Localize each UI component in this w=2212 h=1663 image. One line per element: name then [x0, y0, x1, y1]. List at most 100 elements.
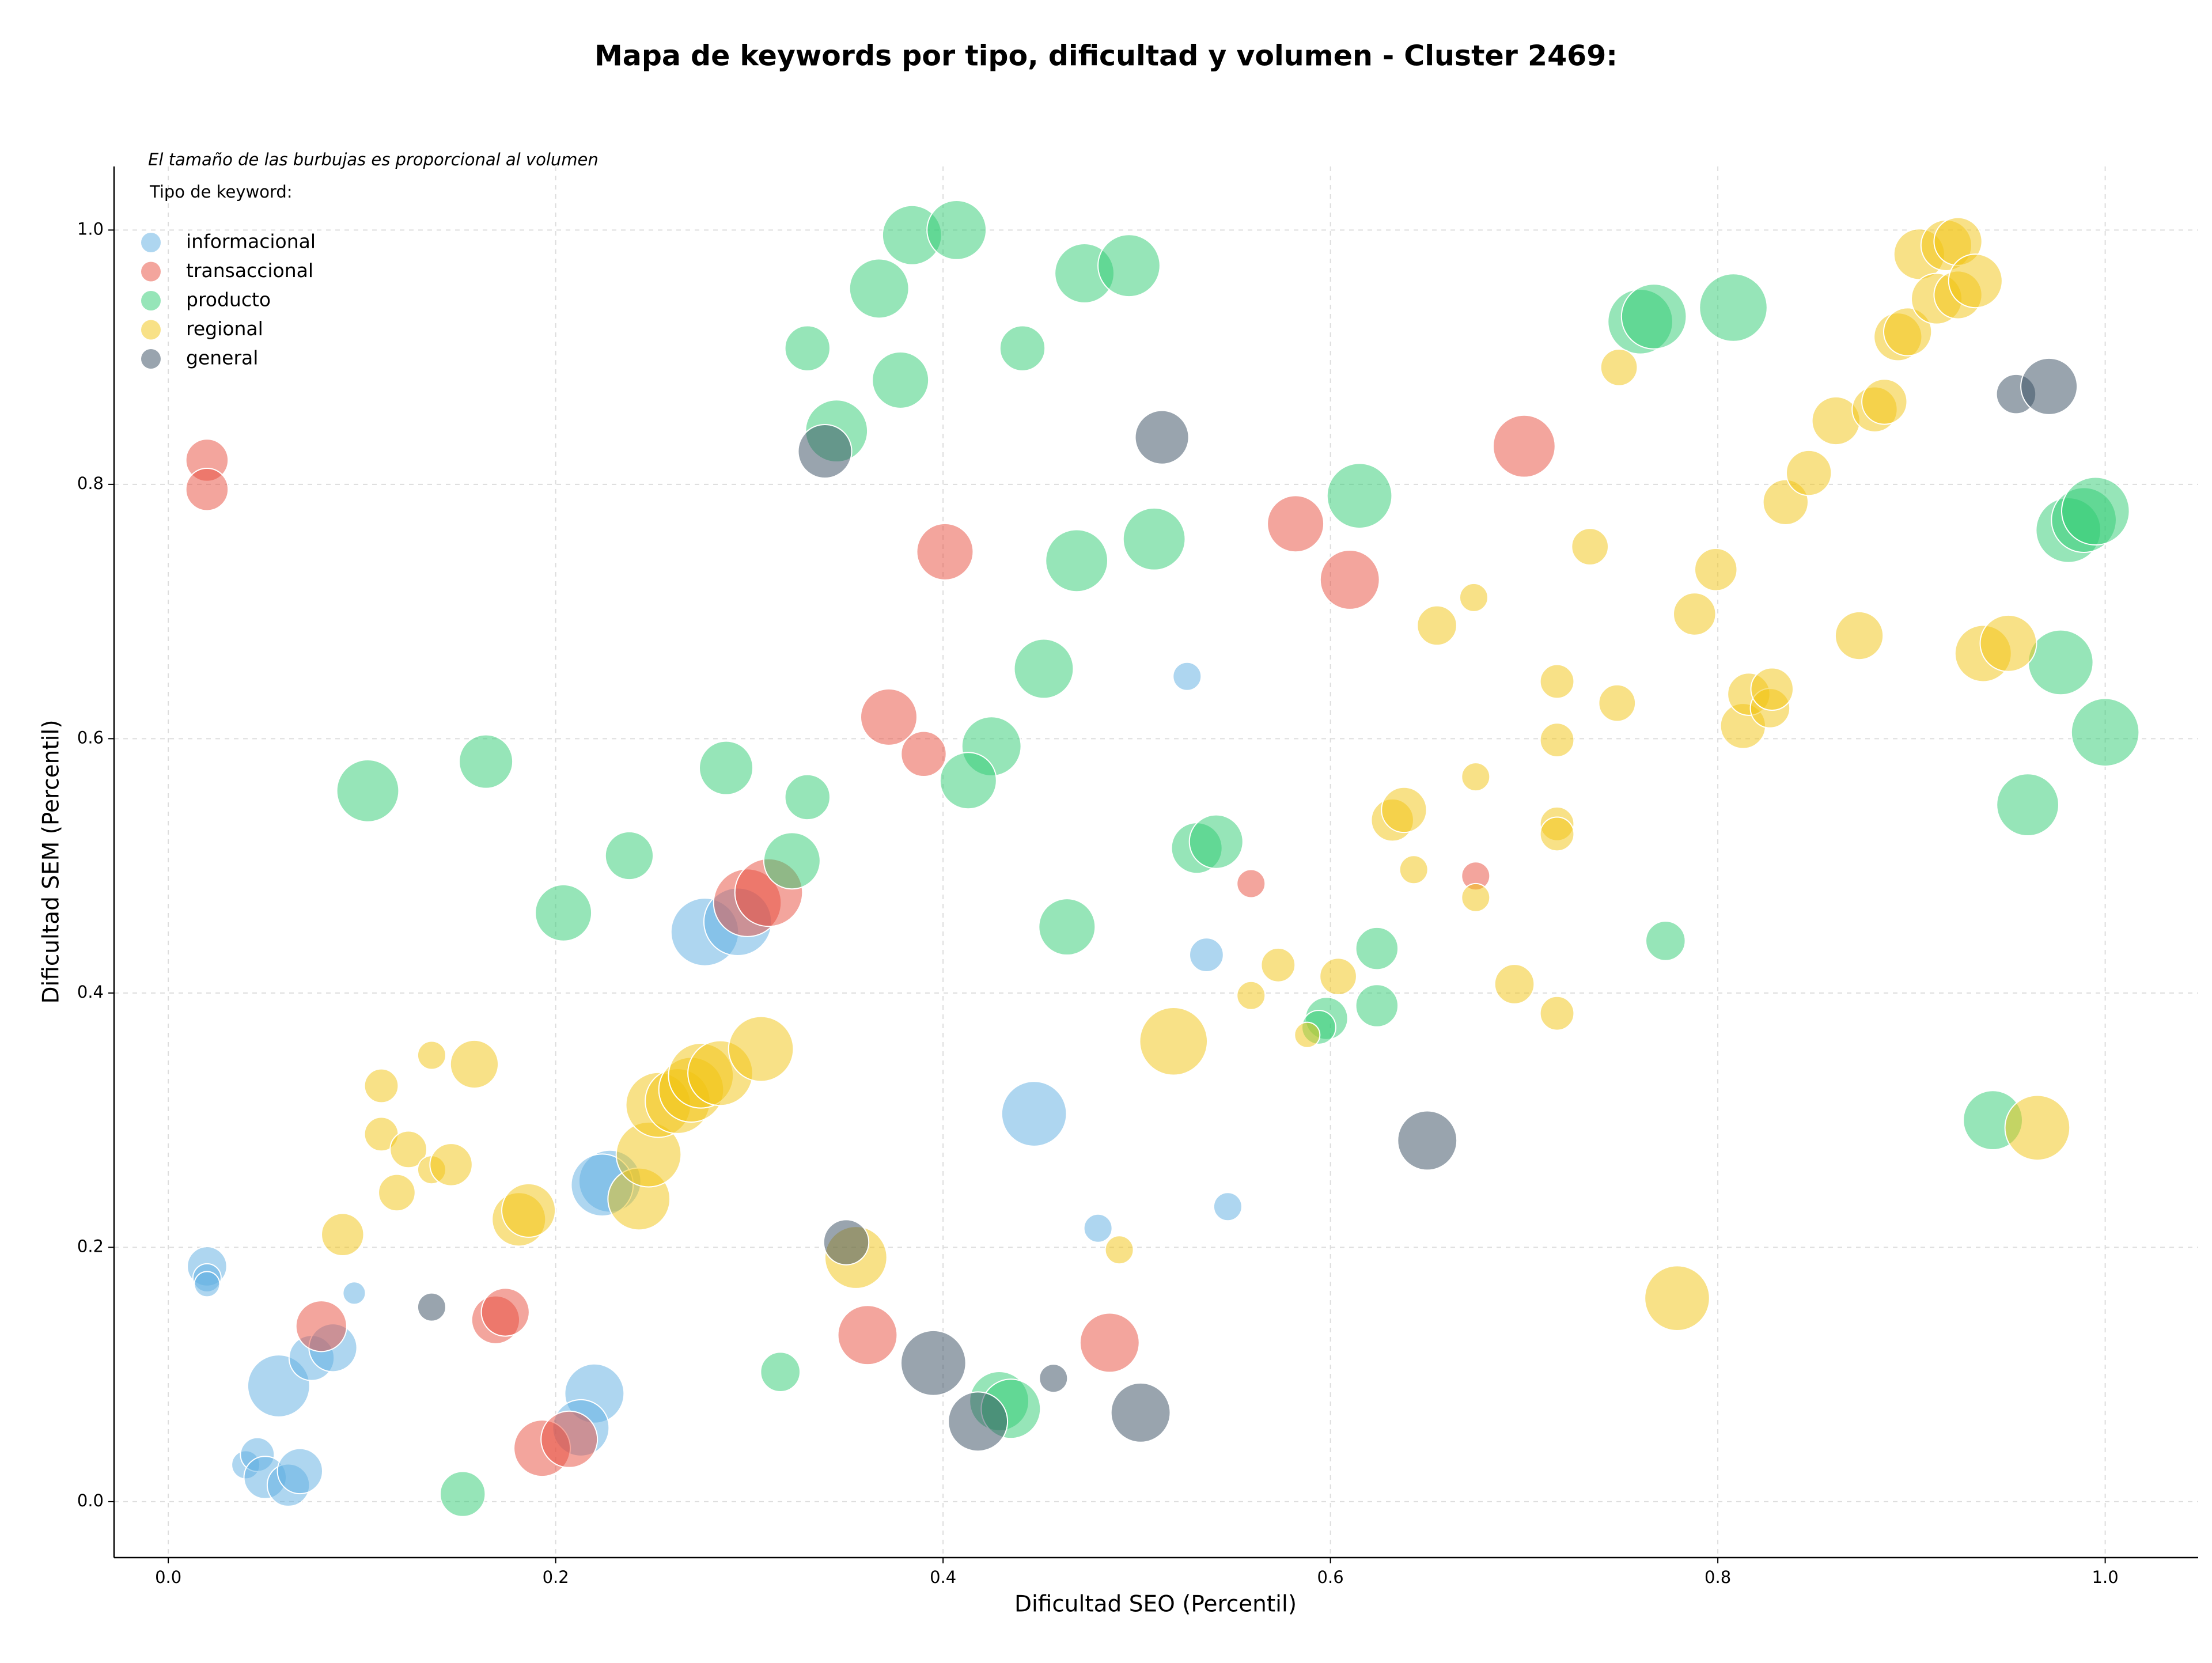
bubble	[1189, 937, 1224, 973]
bubble	[1416, 605, 1457, 646]
bubble	[1600, 348, 1638, 387]
grid: 0.0 0.2 0.4 0.6 0.8 1.0 0.0 0.2 0.4 0.6 0.8 1.0	[77, 166, 2198, 1587]
bubble	[1355, 984, 1399, 1028]
bubble	[1699, 273, 1768, 342]
bubble	[449, 1039, 499, 1089]
bubble	[1319, 550, 1380, 610]
bubble	[440, 1471, 486, 1517]
bubble	[1492, 414, 1556, 478]
legend-label: producto	[186, 289, 271, 311]
x-tick-label: 1.0	[2092, 1567, 2119, 1587]
bubble	[797, 423, 853, 479]
x-tick-label: 0.6	[1317, 1567, 1344, 1587]
bubble	[1319, 957, 1357, 996]
bubble	[389, 1130, 427, 1169]
bubble	[1644, 1265, 1710, 1331]
bubble	[321, 1213, 365, 1257]
bubble	[276, 1448, 323, 1495]
bubble	[900, 1329, 967, 1396]
legend-marker	[141, 262, 161, 282]
bubble	[2020, 357, 2078, 415]
bubble	[1045, 529, 1109, 593]
y-tick-label: 0.6	[77, 728, 104, 747]
bubbles	[185, 199, 2140, 1517]
bubble	[1494, 964, 1535, 1005]
legend-label: general	[186, 347, 258, 369]
bubble	[1459, 582, 1488, 612]
bubble	[2061, 476, 2130, 546]
chart-title: Mapa de keywords por tipo, dificultad y …	[594, 40, 1618, 73]
bubble	[416, 1292, 446, 1322]
bubble	[1039, 1363, 1069, 1393]
bubble	[900, 730, 947, 778]
bubble	[1213, 1192, 1243, 1222]
bubble	[948, 1391, 1009, 1452]
bubble	[763, 832, 821, 890]
legend: informacional transaccional producto region…	[141, 230, 316, 369]
legend-label: transaccional	[186, 259, 313, 282]
bubble	[604, 831, 654, 881]
bubble	[342, 1281, 366, 1305]
bubble	[1038, 898, 1096, 956]
bubble	[1979, 614, 2037, 672]
y-axis-label: Dificultad SEM (Percentil)	[39, 719, 65, 1003]
bubble	[1260, 947, 1296, 983]
bubble	[1883, 307, 1933, 357]
bubble	[1996, 773, 2059, 837]
bubble	[378, 1173, 416, 1212]
bubble	[295, 1300, 347, 1353]
y-tick-label: 0.2	[77, 1236, 104, 1256]
bubble	[363, 1068, 399, 1104]
bubble	[939, 752, 997, 810]
y-tick-label: 0.4	[77, 982, 104, 1002]
bubble	[1539, 722, 1575, 757]
bubble	[1539, 995, 1575, 1031]
size-note: El tamaño de las burbujas es proporciona…	[148, 150, 599, 169]
bubble	[1399, 855, 1429, 885]
bubble	[535, 884, 593, 942]
legend-marker	[141, 349, 161, 369]
bubble	[459, 734, 514, 789]
bubble	[1110, 1382, 1171, 1443]
bubble	[1139, 1006, 1209, 1076]
bubble	[1001, 1081, 1067, 1147]
bubble	[784, 774, 831, 821]
bubble	[1381, 786, 1427, 834]
bubble	[1172, 661, 1202, 691]
x-tick-label: 0.4	[930, 1567, 956, 1587]
bubble	[1834, 611, 1884, 661]
bubble	[1598, 684, 1637, 722]
legend-marker	[141, 320, 161, 340]
bubble	[1539, 664, 1575, 699]
legend-marker	[141, 233, 161, 252]
bubble	[336, 759, 400, 823]
bubble	[1294, 1021, 1321, 1048]
bubble	[1267, 495, 1325, 553]
bubble	[1397, 1110, 1458, 1171]
legend-label: regional	[186, 317, 263, 340]
y-tick-label: 0.8	[77, 473, 104, 493]
legend-label: informacional	[186, 230, 316, 253]
y-tick-label: 0.0	[77, 1491, 104, 1510]
bubble	[1104, 1235, 1134, 1265]
bubble	[1134, 410, 1190, 465]
bubble	[999, 325, 1046, 372]
bubble	[1750, 667, 1794, 711]
bubble	[2027, 629, 2094, 696]
bubble	[1326, 463, 1393, 529]
bubble	[1620, 283, 1687, 350]
bubble	[480, 1287, 530, 1337]
bubble	[1122, 507, 1186, 571]
bubble	[1236, 980, 1266, 1010]
bubble	[1083, 1213, 1113, 1243]
bubble	[860, 688, 918, 746]
bubble	[1097, 234, 1161, 298]
bubble	[849, 258, 910, 319]
bubble	[416, 1040, 446, 1070]
bubble	[1013, 638, 1074, 699]
x-tick-label: 0.8	[1705, 1567, 1731, 1587]
bubble	[784, 325, 831, 372]
x-tick-label: 0.0	[155, 1567, 181, 1587]
bubble	[1785, 449, 1832, 497]
